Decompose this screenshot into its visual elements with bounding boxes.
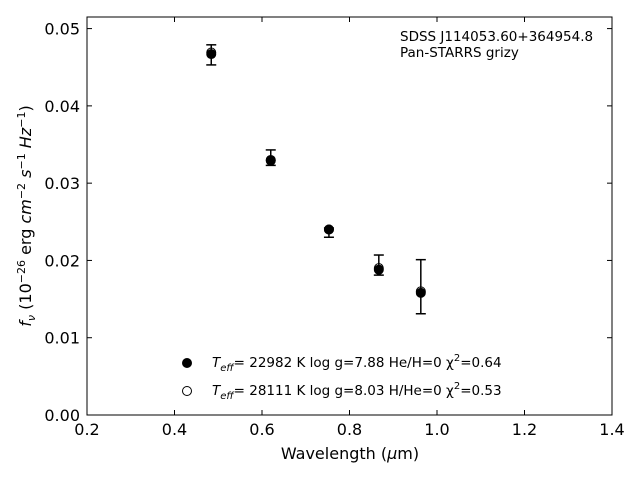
y-tick-label: 0.03 (44, 174, 80, 193)
model-point-open (415, 286, 426, 297)
legend: Teff= 22982 K log g=7.88 He/H=0 χ2=0.64 … (182, 353, 502, 402)
x-axis-label: Wavelength (μm) (281, 444, 419, 463)
y-tick-label: 0.05 (44, 20, 80, 39)
y-tick-label: 0.01 (44, 329, 80, 348)
model-point-filled (265, 155, 276, 166)
model-point-open (373, 263, 384, 274)
data-points (206, 47, 426, 298)
x-tick-label: 0.8 (337, 420, 362, 439)
legend-entry-1: Teff= 22982 K log g=7.88 He/H=0 χ2=0.64 (212, 353, 502, 374)
x-tick-label: 0.6 (249, 420, 274, 439)
model-point-open (265, 154, 276, 165)
legend-entry-2: Teff= 28111 K log g=8.03 H/He=0 χ2=0.53 (212, 381, 502, 402)
y-tick-label: 0.00 (44, 406, 80, 425)
y-tick-label: 0.04 (44, 97, 80, 116)
x-tick-label: 1.0 (424, 420, 449, 439)
legend-marker-filled (182, 358, 192, 368)
model-point-open (323, 224, 334, 235)
x-tick-label: 1.4 (599, 420, 624, 439)
legend-marker-open (182, 386, 192, 396)
error-bars (206, 44, 426, 315)
y-tick-label: 0.02 (44, 251, 80, 270)
model-point-open (206, 47, 217, 58)
annotation-survey: Pan-STARRS grizy (400, 45, 519, 61)
annotation-object-name: SDSS J114053.60+364954.8 (400, 29, 593, 45)
y-axis-label: fν (10−26 erg cm−2 s−1 Hz−1) (15, 105, 38, 326)
x-tick-label: 0.2 (74, 420, 99, 439)
axis-ticks: 0.2 0.4 0.6 0.8 1.0 1.2 1.4 0.00 0.01 0.02 0.03 0.0… (44, 17, 625, 439)
x-tick-label: 1.2 (512, 420, 537, 439)
x-tick-label: 0.4 (162, 420, 187, 439)
